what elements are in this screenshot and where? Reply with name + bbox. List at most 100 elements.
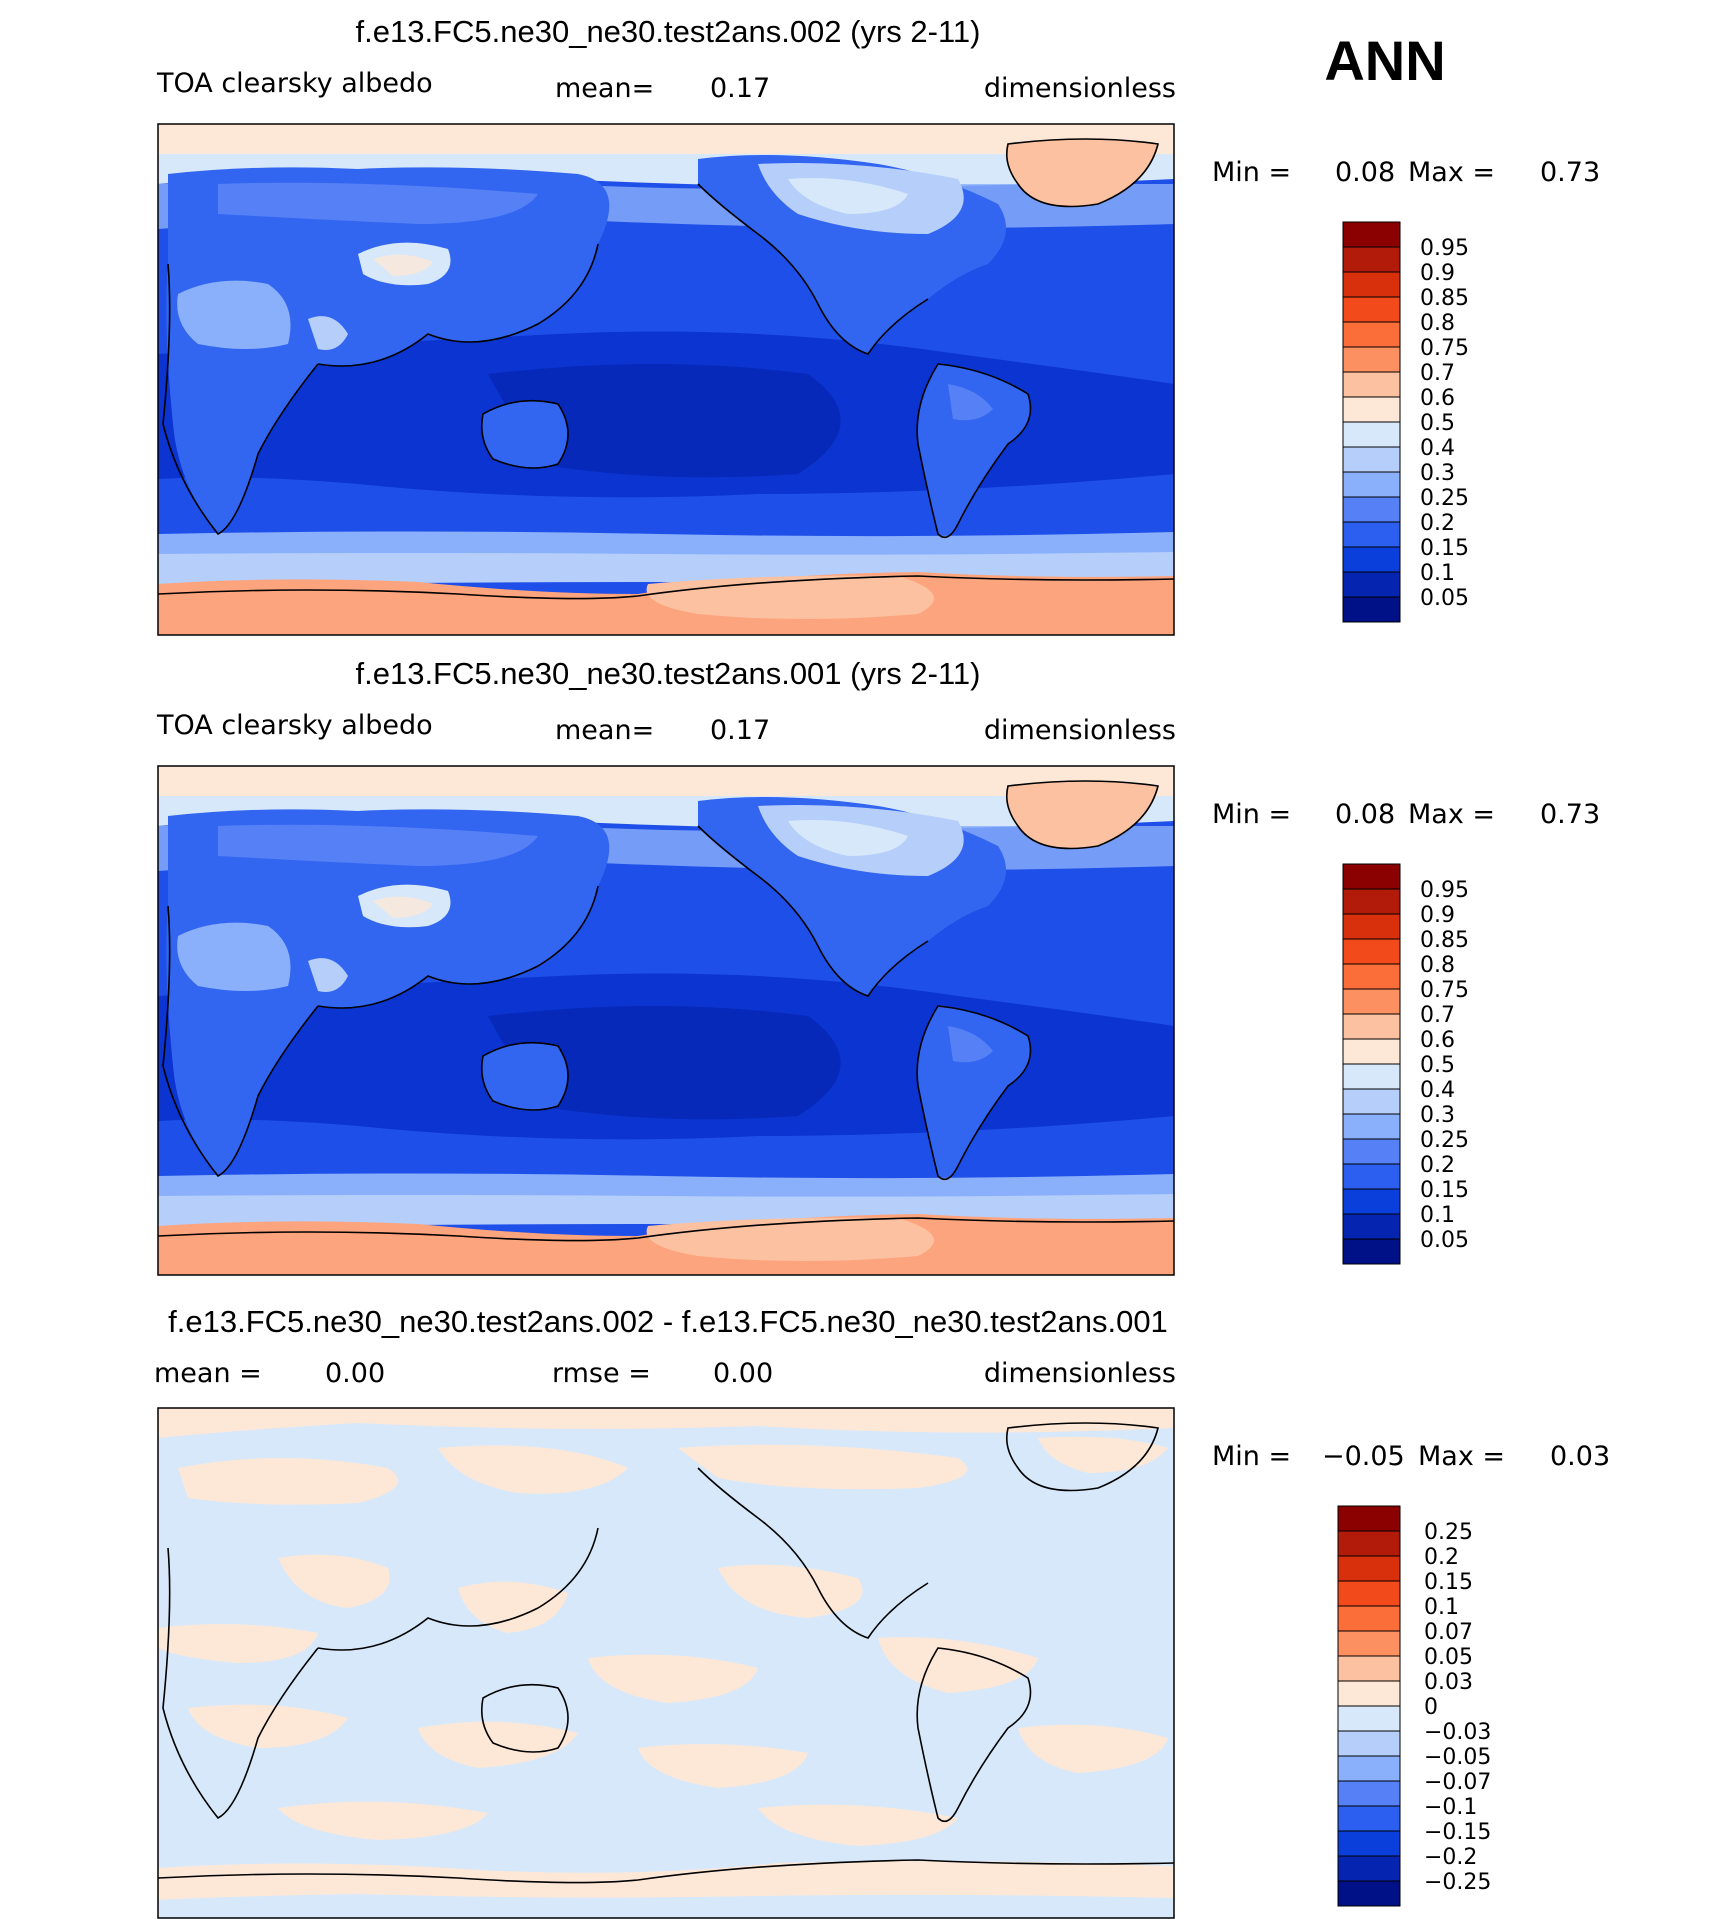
colorbar: 0.950.90.850.80.750.70.60.50.40.30.250.2… <box>1342 863 1469 1265</box>
colorbar-swatch <box>1337 1855 1401 1882</box>
colorbar-swatch <box>1337 1605 1401 1632</box>
colorbar-swatch <box>1342 1013 1401 1040</box>
map-field <box>158 1408 1174 1918</box>
colorbar-swatch <box>1342 913 1401 940</box>
colorbar-tick-label: 0.8 <box>1420 953 1455 978</box>
colorbar-swatch <box>1342 221 1401 248</box>
colorbar-swatch <box>1342 1113 1401 1140</box>
colorbar-tick-label: 0.05 <box>1424 1645 1473 1670</box>
colorbar-tick-label: 0.2 <box>1420 511 1455 536</box>
mean-value: 0.17 <box>710 73 770 104</box>
colorbar-swatch <box>1337 1580 1401 1607</box>
panel-title: f.e13.FC5.ne30_ne30.test2ans.001 (yrs 2-… <box>356 656 981 691</box>
colorbar-tick-label: 0.6 <box>1420 386 1455 411</box>
colorbar-swatch <box>1337 1680 1401 1707</box>
map-field <box>158 766 1174 1275</box>
colorbar-swatch <box>1342 321 1401 348</box>
colorbar-swatch <box>1342 496 1401 523</box>
colorbar-swatch <box>1342 1038 1401 1065</box>
panel-title: f.e13.FC5.ne30_ne30.test2ans.002 - f.e13… <box>168 1304 1168 1339</box>
colorbar-tick-label: 0.9 <box>1420 903 1455 928</box>
colorbar-swatch <box>1342 296 1401 323</box>
colorbar-tick-label: 0.1 <box>1420 1203 1455 1228</box>
map-frame <box>157 765 1175 1276</box>
colorbar-tick-label: 0.75 <box>1420 336 1469 361</box>
colorbar-tick-label: 0 <box>1424 1695 1438 1720</box>
min-label: Min = <box>1212 1441 1291 1472</box>
mean-label: mean= <box>555 73 654 104</box>
map-border <box>157 765 1175 1276</box>
mean-value: 0.17 <box>710 715 770 746</box>
season-label: ANN <box>1324 29 1445 92</box>
colorbar-tick-label: 0.4 <box>1420 436 1455 461</box>
colorbar-swatch <box>1342 471 1401 498</box>
map-frame <box>157 123 1175 636</box>
colorbar-tick-label: 0.05 <box>1420 1228 1469 1253</box>
colorbar-tick-label: 0.95 <box>1420 236 1469 261</box>
max-value: 0.73 <box>1540 799 1600 830</box>
colorbar-swatch <box>1342 1188 1401 1215</box>
max-value: 0.73 <box>1540 157 1600 188</box>
colorbar-tick-label: 0.15 <box>1420 536 1469 561</box>
variable-label: TOA clearsky albedo <box>156 710 433 741</box>
colorbar-tick-label: −0.2 <box>1424 1845 1477 1870</box>
colorbar-tick-label: 0.2 <box>1420 1153 1455 1178</box>
map-frame <box>157 1407 1175 1919</box>
colorbar-swatch <box>1342 571 1401 598</box>
colorbar: 0.250.20.150.10.070.050.030−0.03−0.05−0.… <box>1337 1505 1491 1907</box>
colorbar-tick-label: −0.25 <box>1424 1870 1491 1895</box>
colorbar-tick-label: 0.4 <box>1420 1078 1455 1103</box>
colorbar-tick-label: 0.7 <box>1420 361 1455 386</box>
colorbar-tick-label: 0.75 <box>1420 978 1469 1003</box>
colorbar-swatch <box>1342 1138 1401 1165</box>
units-label: dimensionless <box>984 73 1176 104</box>
map-border <box>157 123 1175 636</box>
min-value: −0.05 <box>1322 1441 1405 1472</box>
colorbar-tick-label: −0.15 <box>1424 1820 1491 1845</box>
colorbar-tick-label: 0.25 <box>1424 1520 1473 1545</box>
colorbar-tick-label: 0.25 <box>1420 486 1469 511</box>
panel-difference: f.e13.FC5.ne30_ne30.test2ans.002 - f.e13… <box>154 1304 1610 1919</box>
colorbar-swatch <box>1342 421 1401 448</box>
max-label: Max = <box>1408 157 1495 188</box>
colorbar-swatch <box>1342 1213 1401 1240</box>
colorbar-tick-label: −0.03 <box>1424 1720 1491 1745</box>
colorbar-tick-label: 0.5 <box>1420 411 1455 436</box>
panel-control: f.e13.FC5.ne30_ne30.test2ans.001 (yrs 2-… <box>156 656 1600 1276</box>
colorbar-tick-label: 0.07 <box>1424 1620 1473 1645</box>
colorbar-tick-label: 0.8 <box>1420 311 1455 336</box>
colorbar-swatch <box>1342 521 1401 548</box>
colorbar-swatch <box>1342 963 1401 990</box>
units-label: dimensionless <box>984 715 1176 746</box>
colorbar-swatch <box>1337 1780 1401 1807</box>
colorbar: 0.950.90.850.80.750.70.60.50.40.30.250.2… <box>1342 221 1469 623</box>
max-label: Max = <box>1408 799 1495 830</box>
rmse-label: rmse = <box>552 1358 651 1389</box>
colorbar-tick-label: 0.85 <box>1420 286 1469 311</box>
map-field <box>158 124 1174 635</box>
colorbar-swatch <box>1337 1755 1401 1782</box>
colorbar-swatch <box>1337 1530 1401 1557</box>
colorbar-tick-label: 0.03 <box>1424 1670 1473 1695</box>
colorbar-tick-label: 0.25 <box>1420 1128 1469 1153</box>
colorbar-swatch <box>1342 888 1401 915</box>
colorbar-swatch <box>1342 371 1401 398</box>
max-value: 0.03 <box>1550 1441 1610 1472</box>
colorbar-tick-label: 0.7 <box>1420 1003 1455 1028</box>
colorbar-swatch <box>1337 1655 1401 1682</box>
colorbar-swatch <box>1342 271 1401 298</box>
colorbar-swatch <box>1337 1730 1401 1757</box>
colorbar-swatch <box>1337 1805 1401 1832</box>
panel-title: f.e13.FC5.ne30_ne30.test2ans.002 (yrs 2-… <box>356 14 981 49</box>
colorbar-tick-label: 0.3 <box>1420 1103 1455 1128</box>
mean-label: mean= <box>555 715 654 746</box>
colorbar-tick-label: −0.05 <box>1424 1745 1491 1770</box>
colorbar-swatch <box>1342 988 1401 1015</box>
colorbar-swatch <box>1342 596 1401 623</box>
colorbar-swatch <box>1337 1880 1401 1907</box>
colorbar-tick-label: −0.07 <box>1424 1770 1491 1795</box>
colorbar-swatch <box>1342 1063 1401 1090</box>
colorbar-swatch <box>1342 396 1401 423</box>
colorbar-tick-label: 0.05 <box>1420 586 1469 611</box>
